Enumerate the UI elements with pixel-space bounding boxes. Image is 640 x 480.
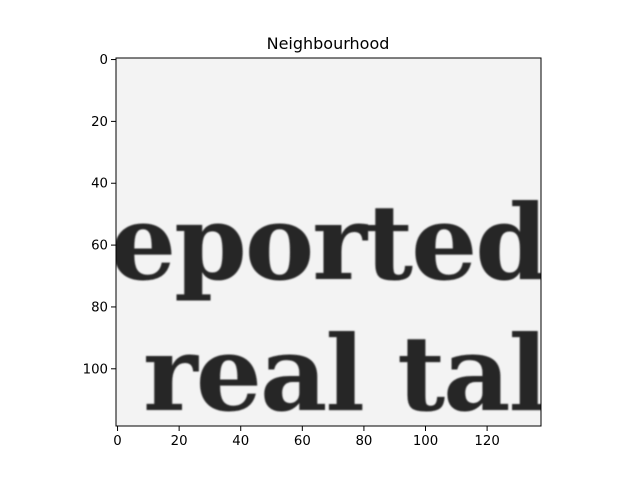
y-tick-label: 40	[91, 177, 108, 192]
y-tick-label: 80	[91, 300, 108, 315]
x-tick-label: 80	[355, 434, 372, 449]
x-tick-label: 0	[113, 434, 121, 449]
x-axis: 0 20 40 60 80 100 120	[113, 426, 500, 449]
chart-title: Neighbourhood	[267, 34, 390, 53]
y-tick-label: 100	[83, 362, 108, 377]
y-tick-label: 60	[91, 239, 108, 254]
image-background	[116, 58, 541, 426]
image-word-line-1: eported	[110, 181, 546, 304]
y-tick-label: 0	[100, 53, 108, 68]
image-word-line-2: real tall	[143, 312, 584, 435]
image-panel: eported real tall	[110, 58, 584, 435]
y-axis: 0 20 40 60 80 100	[83, 53, 116, 377]
x-tick-label: 120	[474, 434, 499, 449]
x-tick-label: 100	[413, 434, 438, 449]
y-tick-label: 20	[91, 115, 108, 130]
plot-frame	[115, 57, 542, 427]
x-tick-label: 60	[294, 434, 311, 449]
x-tick-label: 20	[171, 434, 188, 449]
x-tick-label: 40	[232, 434, 249, 449]
